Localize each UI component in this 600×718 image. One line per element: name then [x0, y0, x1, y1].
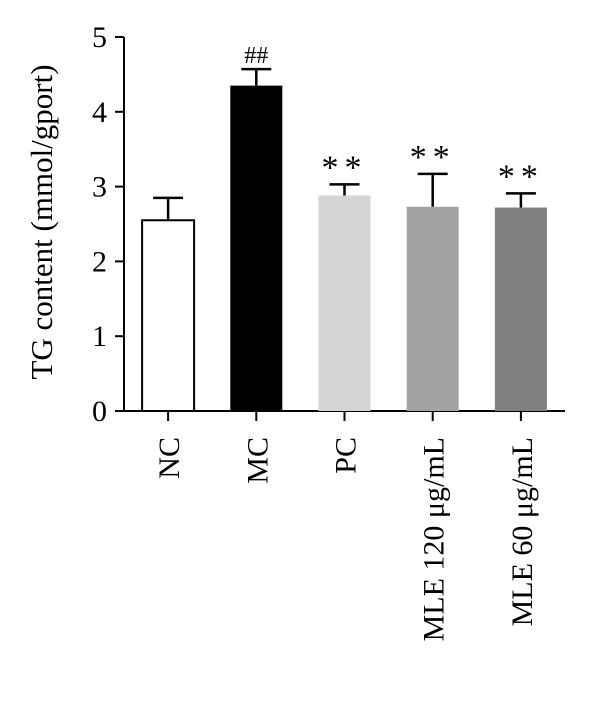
- x-tick-label: MC: [241, 437, 274, 484]
- x-tick-label: MLE 60 μg/mL: [506, 437, 539, 626]
- x-tick-label: NC: [153, 437, 186, 479]
- bar: [230, 85, 283, 412]
- y-tick-label: 3: [92, 171, 107, 204]
- x-tick-label: PC: [330, 437, 363, 474]
- y-tick-label: 4: [92, 96, 107, 129]
- y-axis-label: TG content (mmol/gport): [24, 64, 59, 379]
- significance-label: **: [498, 158, 544, 195]
- bar: [141, 219, 196, 412]
- significance-label: **: [410, 139, 456, 176]
- bar: [406, 206, 459, 411]
- bar: [318, 195, 371, 411]
- bar: [494, 207, 547, 411]
- significance-label: ##: [244, 43, 268, 69]
- x-tick-label: MLE 120 μg/mL: [418, 437, 451, 641]
- y-tick-label: 5: [92, 21, 107, 54]
- y-tick-label: 0: [92, 395, 107, 428]
- significance-label: **: [322, 149, 368, 186]
- y-tick-label: 2: [92, 245, 107, 278]
- y-tick-label: 1: [92, 320, 107, 353]
- plot-area: 0 1 2 3 4 5 NC MC ## PC ** MLE 120 μg/mL ** MLE 60 μg…: [92, 21, 565, 641]
